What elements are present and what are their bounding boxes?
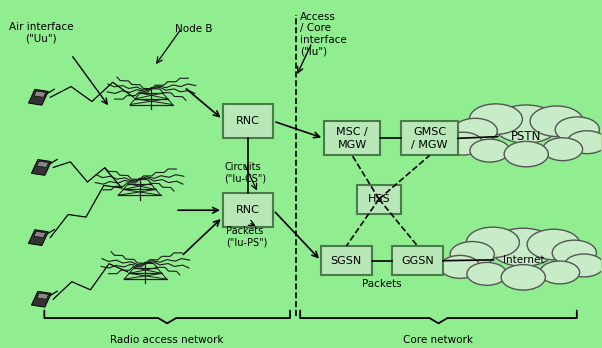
Text: MSC /
MGW: MSC / MGW [337, 127, 368, 150]
Circle shape [530, 106, 583, 136]
Text: Node B: Node B [175, 24, 213, 34]
Circle shape [567, 131, 602, 154]
Circle shape [470, 139, 510, 162]
Text: RNC: RNC [236, 116, 260, 126]
Circle shape [501, 264, 545, 290]
Circle shape [564, 254, 602, 277]
Polygon shape [31, 159, 51, 175]
Text: Internet: Internet [503, 255, 544, 265]
Polygon shape [34, 91, 46, 97]
Text: Air interface
("Uu"): Air interface ("Uu") [9, 22, 73, 44]
Polygon shape [37, 161, 49, 167]
Circle shape [527, 229, 580, 260]
Polygon shape [37, 293, 49, 299]
Text: PSTN: PSTN [511, 130, 541, 143]
Circle shape [504, 141, 548, 167]
Text: Core network: Core network [403, 335, 474, 345]
FancyBboxPatch shape [324, 121, 380, 156]
Circle shape [467, 227, 520, 258]
Circle shape [144, 262, 146, 263]
Text: Circuits
("Iu-CS"): Circuits ("Iu-CS") [225, 162, 267, 184]
Circle shape [443, 132, 483, 155]
Circle shape [138, 178, 140, 179]
Circle shape [493, 105, 559, 143]
Text: Packets
("Iu-PS"): Packets ("Iu-PS") [226, 226, 267, 247]
Circle shape [555, 117, 600, 142]
Circle shape [470, 104, 523, 134]
Polygon shape [28, 89, 48, 105]
Polygon shape [28, 230, 48, 246]
Circle shape [453, 118, 497, 144]
Text: Packets: Packets [362, 279, 402, 289]
Circle shape [540, 261, 580, 284]
Text: Access
/ Core
interface
("Iu"): Access / Core interface ("Iu") [300, 12, 347, 56]
FancyBboxPatch shape [356, 184, 402, 214]
Text: RNC: RNC [236, 205, 260, 215]
Text: GMSC
/ MGW: GMSC / MGW [411, 127, 448, 150]
Circle shape [440, 255, 480, 278]
Polygon shape [34, 231, 46, 238]
FancyBboxPatch shape [402, 121, 458, 156]
Circle shape [150, 87, 152, 88]
Circle shape [467, 262, 507, 285]
Circle shape [552, 240, 597, 266]
Polygon shape [31, 291, 51, 307]
Text: Radio access network: Radio access network [110, 335, 224, 345]
FancyBboxPatch shape [223, 193, 273, 227]
Text: SGSN: SGSN [330, 256, 362, 266]
FancyBboxPatch shape [223, 104, 273, 138]
Text: GGSN: GGSN [402, 256, 434, 266]
Circle shape [450, 242, 494, 267]
FancyBboxPatch shape [393, 246, 443, 275]
Text: HSS: HSS [368, 194, 390, 204]
FancyBboxPatch shape [321, 246, 371, 275]
Circle shape [490, 228, 556, 266]
Circle shape [543, 138, 583, 161]
